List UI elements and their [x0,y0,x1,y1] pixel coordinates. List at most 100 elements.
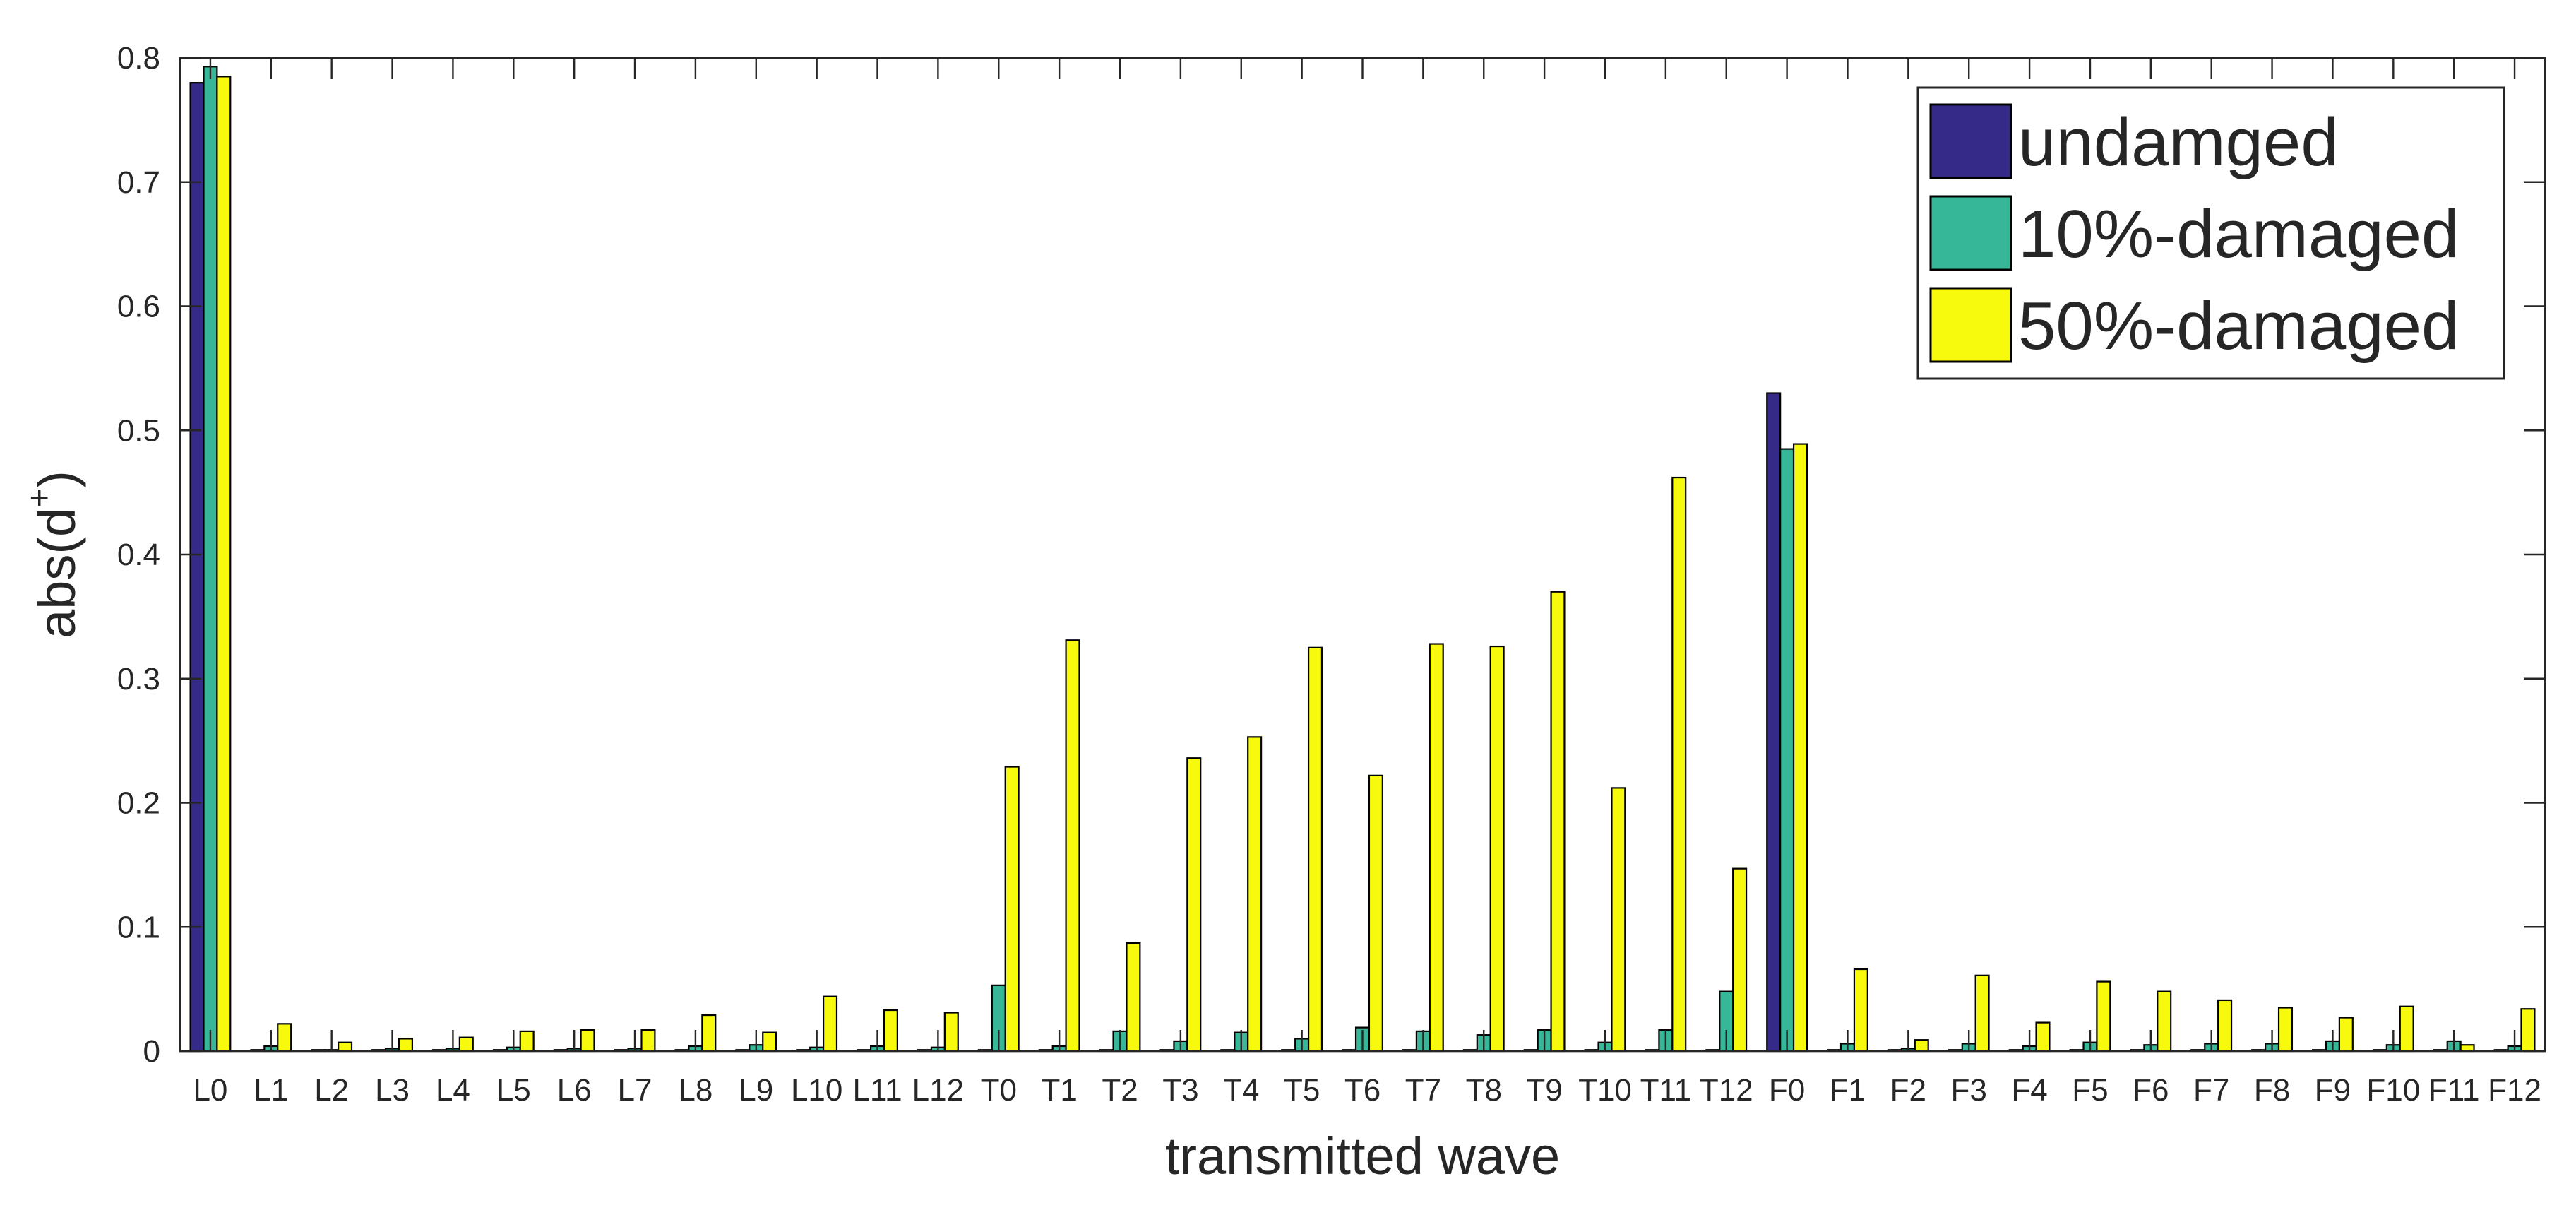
x-tick-label: F8 [2254,1073,2290,1108]
x-tick-label: L12 [912,1073,964,1108]
x-tick-label: L0 [193,1073,227,1108]
x-tick-label: L3 [375,1073,410,1108]
bar-l9-series-3 [762,1031,777,1053]
x-tick-label: T6 [1344,1073,1381,1108]
bar-t12-series-3 [1732,867,1748,1053]
bar-l12-series-3 [943,1012,959,1053]
bar-l3-series-3 [398,1038,413,1053]
x-tick-label: L4 [436,1073,470,1108]
x-tick-label: F6 [2133,1073,2169,1108]
bar-t0-series-3 [1004,766,1020,1053]
axes-frame [179,57,2546,1053]
legend: undamged 10%-damaged 50%-damaged [1916,86,2505,380]
bar-f2-series-3 [1914,1039,1929,1053]
y-tick-label: 0.7 [117,165,160,200]
bar-t1-series-3 [1065,639,1080,1053]
x-tick-label: T9 [1526,1073,1562,1108]
bar-f0-series-3 [1792,443,1808,1053]
x-tick-label: L5 [496,1073,531,1108]
y-tick-label: 0 [143,1034,160,1069]
bar-l0-series-3 [216,76,232,1053]
bar-t6-series-3 [1368,774,1383,1053]
x-tick-labels: L0 L1 L2 L3 L4 L5 L6 L7 L8 L9 L10 L11 L12 T0 T1 T2 T3 T4 T… [193,1073,2541,1108]
y-tick-label: 0.2 [117,786,160,821]
bar-f9-series-3 [2338,1017,2354,1053]
bar-t4-series-3 [1247,736,1263,1053]
x-tick-label: F4 [2011,1073,2047,1108]
bar-f0-series-1 [1766,392,1782,1053]
bar-t11-series-3 [1671,476,1687,1053]
bar-f5-series-3 [2096,980,2111,1053]
y-tick-label: 0.1 [117,910,160,944]
x-tick-label: L2 [314,1073,349,1108]
x-tick-label: L9 [739,1073,773,1108]
legend-box [1916,86,2505,380]
bar-t7-series-3 [1429,643,1444,1053]
bar-t9-series-3 [1550,591,1566,1053]
y-tick-label: 0.4 [117,538,160,572]
bar-l7-series-3 [640,1029,656,1053]
bar-f11-series-3 [2459,1044,2475,1053]
y-axis-label-close: ) [28,470,86,488]
bar-f3-series-3 [1974,974,1990,1053]
x-tick-label: L7 [618,1073,652,1108]
x-tick-label: F5 [2072,1073,2108,1108]
x-tick-label: L11 [852,1073,902,1108]
x-tick-label: T2 [1102,1073,1138,1108]
x-tick-label: T4 [1223,1073,1259,1108]
x-tick-label: F10 [2366,1073,2420,1108]
x-tick-label: F3 [1951,1073,1987,1108]
bar-f7-series-3 [2217,999,2233,1053]
y-axis-label: abs(d+) [21,470,86,639]
y-tick-label: 0.3 [117,662,160,697]
bar-t2-series-3 [1126,942,1141,1053]
y-tick-label: 0.8 [117,41,160,76]
x-tick-label: L1 [254,1073,288,1108]
legend-label-3: 50%-damaged [2018,288,2459,364]
x-tick-label: T5 [1284,1073,1320,1108]
x-axis-label: transmitted wave [1165,1127,1560,1185]
x-tick-label: T7 [1405,1073,1441,1108]
x-tick-label: F9 [2315,1073,2351,1108]
bar-t8-series-3 [1489,645,1505,1053]
bar-l11-series-3 [883,1009,898,1053]
x-tick-label: T0 [981,1073,1017,1108]
bar-l6-series-3 [580,1029,595,1053]
x-tick-label: L6 [557,1073,592,1108]
x-tick-label: L10 [791,1073,842,1108]
bar-l0-series-2 [203,66,218,1053]
bar-f12-series-3 [2520,1008,2536,1053]
x-tick-label: F11 [2428,1073,2480,1108]
bar-t5-series-3 [1307,646,1323,1053]
x-tick-label: T11 [1640,1073,1692,1108]
x-tick-label: T3 [1162,1073,1198,1108]
bar-f0-series-2 [1779,448,1795,1053]
x-tick-label: F7 [2193,1073,2229,1108]
bar-l4-series-3 [458,1036,474,1053]
legend-swatch-3 [1929,287,2012,363]
bar-t3-series-3 [1186,757,1202,1053]
bar-l5-series-3 [519,1030,535,1053]
x-tick-label: F2 [1890,1073,1926,1108]
x-tick-label: F12 [2488,1073,2541,1108]
bar-l0-series-1 [189,82,205,1053]
bar-f1-series-3 [1853,968,1868,1053]
x-tick-label: F0 [1769,1073,1805,1108]
bar-f6-series-3 [2157,990,2172,1053]
x-tick-label: T12 [1700,1073,1753,1108]
x-tick-label: T10 [1578,1073,1632,1108]
bar-l10-series-3 [822,995,838,1053]
legend-label-1: undamged [2018,105,2339,180]
bar-f10-series-3 [2399,1005,2414,1053]
y-tick-label: 0.5 [117,413,160,448]
x-tick-label: T8 [1466,1073,1502,1108]
y-tick-labels: 0 0.1 0.2 0.3 0.4 0.5 0.6 0.7 0.8 [117,41,160,1069]
legend-swatch-2 [1929,195,2012,271]
bar-t10-series-3 [1611,787,1626,1053]
x-tick-label: F1 [1830,1073,1866,1108]
bar-f8-series-3 [2277,1007,2294,1053]
bar-l1-series-3 [277,1023,292,1053]
y-axis-label-superscript: + [21,488,59,508]
legend-label-2: 10%-damaged [2018,196,2459,272]
y-axis-label-main: abs(d [28,508,86,639]
